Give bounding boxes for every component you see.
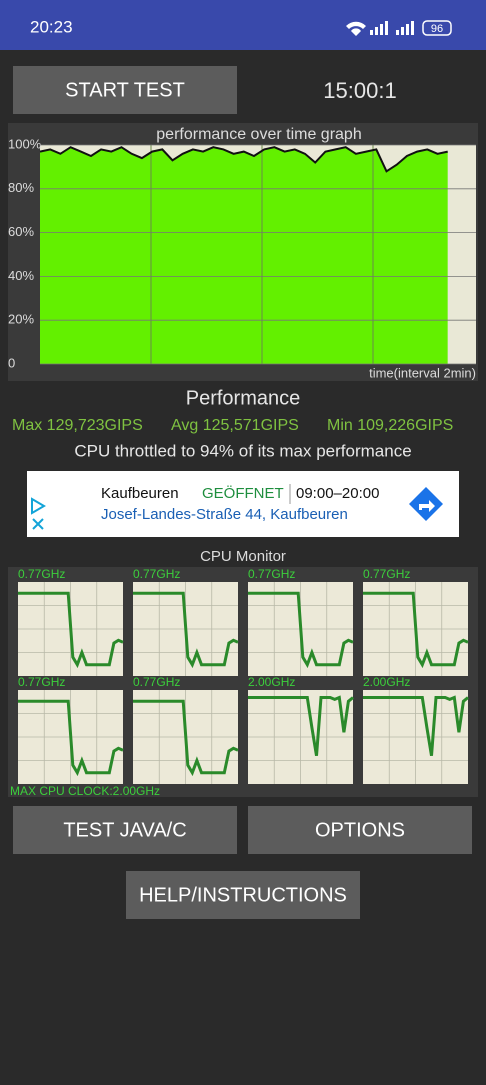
core-line	[363, 591, 469, 669]
core-line	[18, 699, 124, 777]
performance-line	[39, 146, 448, 173]
core-frequency: 0.77GHz	[363, 567, 410, 581]
y-tick-label: 60%	[8, 224, 34, 239]
ad-address: Josef-Landes-Straße 44, Kaufbeuren	[101, 506, 348, 523]
start-button[interactable]	[13, 66, 237, 114]
ad-banner[interactable]	[27, 471, 459, 537]
core-line	[18, 591, 124, 669]
cpu-monitor-title: CPU Monitor	[200, 548, 286, 565]
directions-arrow	[419, 500, 435, 512]
ad-place: Kaufbeuren	[101, 485, 179, 502]
performance-area	[40, 147, 448, 364]
y-tick-label: 100%	[8, 136, 42, 151]
core-frequency: 0.77GHz	[133, 567, 180, 581]
status-bar	[0, 0, 486, 50]
core-frequency: 2.00GHz	[248, 675, 295, 689]
core-frequency: 2.00GHz	[363, 675, 410, 689]
throttle-text: CPU throttled to 94% of its max performa…	[74, 441, 411, 460]
core-line	[248, 591, 354, 669]
ad-icon	[31, 497, 46, 515]
battery-level: 96	[431, 23, 443, 35]
y-tick-label: 80%	[8, 180, 34, 195]
graph-title: performance over time graph	[156, 126, 361, 143]
core-line	[363, 695, 469, 757]
clock: 20:23	[30, 17, 73, 36]
core-line	[133, 591, 239, 669]
min-stat: Min 109,226GIPS	[327, 417, 453, 434]
help-button[interactable]	[126, 871, 360, 919]
avg-stat: Avg 125,571GIPS	[171, 417, 299, 434]
core-frequency: 0.77GHz	[18, 567, 65, 581]
ad-hours: 09:00–20:00	[296, 485, 379, 502]
y-tick-label: 40%	[8, 268, 34, 283]
ad-close[interactable]	[32, 518, 44, 530]
timer: 15:00:1	[323, 78, 396, 103]
y-tick-label: 20%	[8, 312, 34, 327]
ad-status: GEÖFFNET	[202, 484, 284, 502]
core-frequency: 0.77GHz	[133, 675, 180, 689]
start-label: START TEST	[65, 79, 185, 101]
test-java-button[interactable]	[13, 806, 237, 854]
x-axis-label: time(interval 2min)	[369, 365, 476, 380]
max-clock: MAX CPU CLOCK:2.00GHz	[10, 784, 160, 798]
performance-heading: Performance	[186, 387, 301, 409]
battery	[422, 20, 452, 36]
options-button[interactable]	[248, 806, 472, 854]
core-line	[248, 695, 354, 757]
test-java-label: TEST JAVA/C	[63, 819, 186, 841]
core-frequency: 0.77GHz	[248, 567, 295, 581]
y-tick-label: 0	[8, 355, 15, 370]
status-icons	[346, 21, 414, 36]
max-stat: Max 129,723GIPS	[12, 417, 143, 434]
help-label: HELP/INSTRUCTIONS	[139, 884, 347, 906]
options-label: OPTIONS	[315, 819, 405, 841]
core-line	[133, 699, 239, 777]
core-frequency: 0.77GHz	[18, 675, 65, 689]
